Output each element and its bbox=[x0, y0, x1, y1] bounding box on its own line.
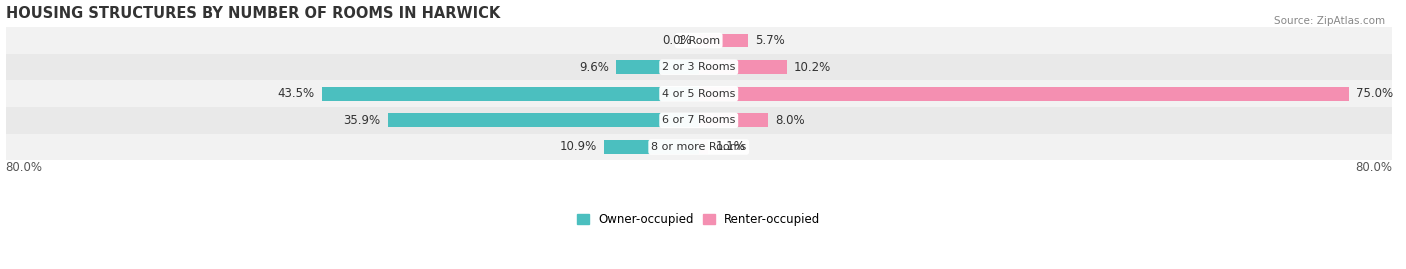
Text: 2 or 3 Rooms: 2 or 3 Rooms bbox=[662, 62, 735, 72]
Text: 6 or 7 Rooms: 6 or 7 Rooms bbox=[662, 115, 735, 125]
Text: 1 Room: 1 Room bbox=[678, 36, 720, 45]
Legend: Owner-occupied, Renter-occupied: Owner-occupied, Renter-occupied bbox=[576, 213, 821, 226]
Bar bbox=[6, 107, 1392, 134]
Bar bbox=[388, 114, 699, 127]
Text: 43.5%: 43.5% bbox=[278, 87, 315, 100]
Text: 80.0%: 80.0% bbox=[1355, 161, 1392, 174]
Bar bbox=[699, 87, 1348, 101]
Bar bbox=[605, 140, 699, 154]
Bar bbox=[699, 60, 787, 74]
Text: 35.9%: 35.9% bbox=[343, 114, 381, 127]
Bar bbox=[699, 114, 768, 127]
Text: Source: ZipAtlas.com: Source: ZipAtlas.com bbox=[1274, 16, 1385, 26]
Bar bbox=[616, 60, 699, 74]
Text: 80.0%: 80.0% bbox=[6, 161, 42, 174]
Text: 8.0%: 8.0% bbox=[775, 114, 804, 127]
Text: 8 or more Rooms: 8 or more Rooms bbox=[651, 142, 747, 152]
Text: 5.7%: 5.7% bbox=[755, 34, 785, 47]
Text: 10.9%: 10.9% bbox=[560, 140, 598, 154]
Bar bbox=[6, 54, 1392, 80]
Text: 10.2%: 10.2% bbox=[794, 61, 831, 74]
Bar bbox=[6, 27, 1392, 54]
Text: 75.0%: 75.0% bbox=[1355, 87, 1393, 100]
Text: 1.1%: 1.1% bbox=[716, 140, 745, 154]
Bar bbox=[6, 134, 1392, 160]
Text: 0.0%: 0.0% bbox=[662, 34, 692, 47]
Bar bbox=[699, 140, 709, 154]
Bar bbox=[6, 80, 1392, 107]
Bar bbox=[322, 87, 699, 101]
Text: HOUSING STRUCTURES BY NUMBER OF ROOMS IN HARWICK: HOUSING STRUCTURES BY NUMBER OF ROOMS IN… bbox=[6, 6, 499, 20]
Bar bbox=[699, 34, 748, 47]
Text: 4 or 5 Rooms: 4 or 5 Rooms bbox=[662, 89, 735, 99]
Text: 9.6%: 9.6% bbox=[579, 61, 609, 74]
